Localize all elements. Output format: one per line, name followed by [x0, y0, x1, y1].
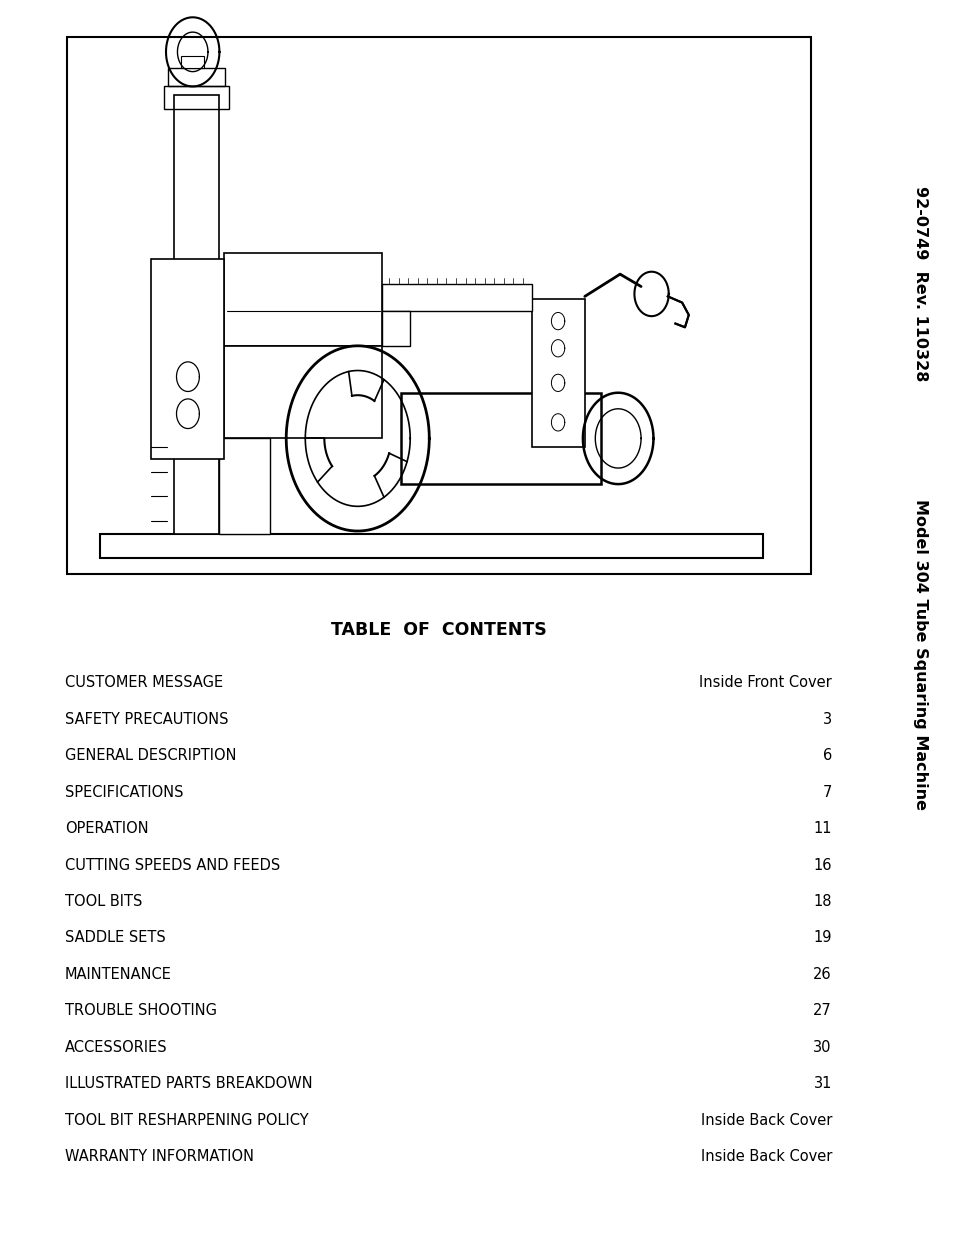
Bar [400, 393, 600, 484]
Text: 7: 7 [821, 784, 831, 800]
Polygon shape [667, 296, 688, 327]
Text: 30: 30 [813, 1040, 831, 1055]
Text: 26: 26 [812, 967, 831, 982]
Bar [181, 56, 204, 68]
Bar [100, 534, 762, 558]
Bar [224, 346, 381, 438]
Text: TROUBLE SHOOTING: TROUBLE SHOOTING [65, 1003, 216, 1019]
Text: CUSTOMER MESSAGE: CUSTOMER MESSAGE [65, 676, 223, 690]
Text: Model 304 Tube Squaring Machine: Model 304 Tube Squaring Machine [912, 499, 927, 810]
Text: 6: 6 [821, 748, 831, 763]
Text: Inside Back Cover: Inside Back Cover [700, 1149, 831, 1165]
Text: WARRANTY INFORMATION: WARRANTY INFORMATION [65, 1149, 253, 1165]
Text: TABLE  OF  CONTENTS: TABLE OF CONTENTS [331, 621, 546, 638]
Text: 16: 16 [813, 857, 831, 873]
Text: TOOL BITS: TOOL BITS [65, 894, 142, 909]
Text: OPERATION: OPERATION [65, 821, 149, 836]
Bar [168, 68, 225, 86]
Text: TOOL BIT RESHARPENING POLICY: TOOL BIT RESHARPENING POLICY [65, 1113, 308, 1128]
Bar [173, 95, 219, 534]
Text: 11: 11 [813, 821, 831, 836]
Text: SAFETY PRECAUTIONS: SAFETY PRECAUTIONS [65, 711, 228, 727]
Bar [381, 311, 410, 346]
Bar [224, 253, 381, 346]
Text: 19: 19 [813, 930, 831, 946]
Text: 31: 31 [813, 1076, 831, 1092]
Text: 3: 3 [821, 711, 831, 727]
Text: Inside Back Cover: Inside Back Cover [700, 1113, 831, 1128]
Text: SPECIFICATIONS: SPECIFICATIONS [65, 784, 183, 800]
Text: Inside Front Cover: Inside Front Cover [699, 676, 831, 690]
Text: SADDLE SETS: SADDLE SETS [65, 930, 166, 946]
Text: 92-0749  Rev. 110328: 92-0749 Rev. 110328 [912, 186, 927, 382]
Bar [219, 438, 270, 534]
Text: MAINTENANCE: MAINTENANCE [65, 967, 172, 982]
Text: GENERAL DESCRIPTION: GENERAL DESCRIPTION [65, 748, 236, 763]
Text: 18: 18 [813, 894, 831, 909]
Text: ILLUSTRATED PARTS BREAKDOWN: ILLUSTRATED PARTS BREAKDOWN [65, 1076, 313, 1092]
Bar [164, 86, 229, 109]
Bar [381, 284, 532, 311]
Text: 27: 27 [812, 1003, 831, 1019]
Text: ACCESSORIES: ACCESSORIES [65, 1040, 168, 1055]
Text: CUTTING SPEEDS AND FEEDS: CUTTING SPEEDS AND FEEDS [65, 857, 280, 873]
Bar [151, 259, 224, 459]
Bar [67, 37, 810, 574]
Bar [532, 299, 584, 447]
